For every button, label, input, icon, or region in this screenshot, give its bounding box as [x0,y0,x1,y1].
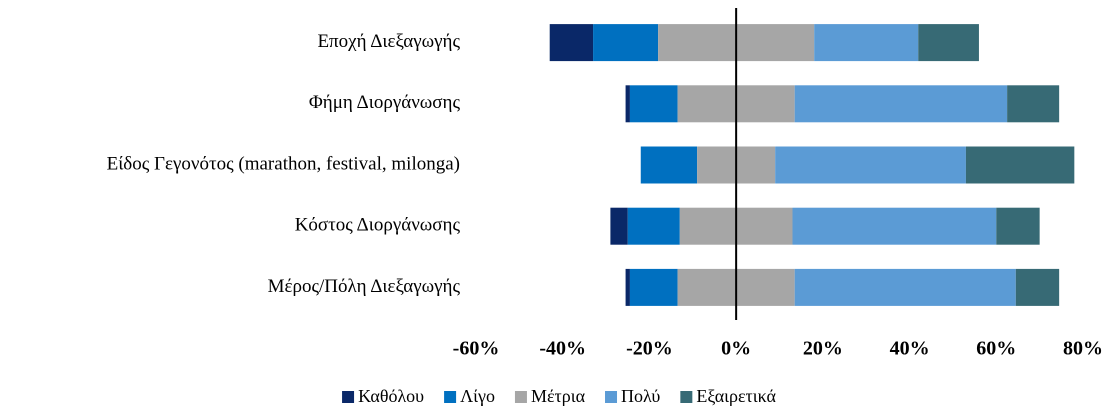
legend-swatch [514,391,527,403]
bar-segment [629,268,678,306]
legend-swatch [605,391,618,403]
bar-segment [1007,85,1060,123]
x-tick-label: 40% [890,338,930,360]
x-tick-label: -40% [539,338,586,360]
x-tick-label: 80% [1063,338,1103,360]
x-tick-label: 0% [721,338,751,360]
bar-segment [625,85,630,123]
legend-label: Λίγο [460,386,495,406]
category-label: Είδος Γεγονότος (marathon, festival, mil… [107,153,460,174]
bar-segment [610,207,628,245]
bar-segment [814,24,919,62]
legend-label: Εξαιρετικά [696,386,776,406]
bar-segment [792,207,997,245]
bar-segment [996,207,1040,245]
bar-segment [640,146,698,184]
bar-segment [627,207,680,245]
category-label: Φήμη Διοργάνωσης [309,92,461,113]
bar-segment [794,85,1008,123]
bar-segment [629,85,678,123]
category-label: Κόστος Διοργάνωσης [295,215,461,236]
x-tick-label: 60% [976,338,1016,360]
bar-segment [794,268,1016,306]
legend-swatch [444,391,457,403]
x-tick-label: 20% [803,338,843,360]
x-tick-label: -20% [626,338,673,360]
bar-segment [1015,268,1060,306]
legend-swatch [680,391,693,403]
bar-segment [918,24,979,62]
bar-segment [593,24,659,62]
legend-label: Καθόλου [358,386,424,406]
x-tick-label: -60% [453,338,500,360]
category-label: Εποχή Διεξαγωγής [317,31,460,52]
category-label: Μέρος/Πόλη Διεξαγωγής [268,276,461,297]
legend-label: Πολύ [621,386,660,406]
legend-label: Μέτρια [531,386,586,406]
bar-segment [965,146,1075,184]
bar-segment [549,24,594,62]
bar-segment [625,268,630,306]
legend-swatch [342,391,355,403]
bar-segment [775,146,966,184]
